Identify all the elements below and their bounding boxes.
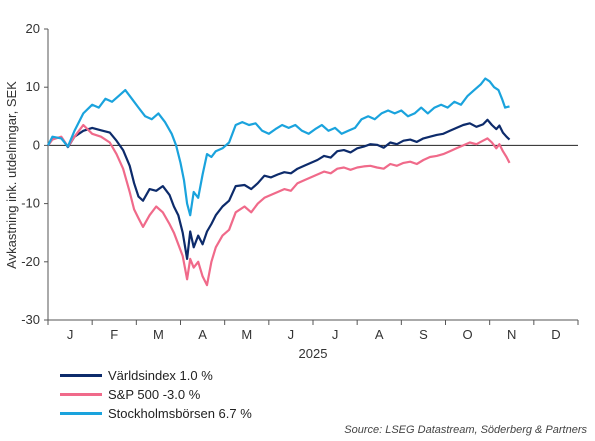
x-tick-label: A — [198, 327, 207, 342]
x-tick-label: A — [375, 327, 384, 342]
x-tick-label: N — [507, 327, 516, 342]
y-axis-label: Avkastning ink. utdelningar, SEK — [4, 81, 19, 269]
y-tick-label: 0 — [33, 137, 40, 152]
x-axis-label: 2025 — [299, 346, 328, 361]
legend-label-sp500: S&P 500 -3.0 % — [108, 387, 201, 402]
y-tick-label: 20 — [26, 21, 40, 36]
legend-swatch-varldsindex — [60, 374, 102, 377]
series-line-1 — [47, 123, 511, 287]
series-line-0 — [47, 118, 511, 260]
x-tick-label: M — [153, 327, 164, 342]
legend-label-stockholmsborsen: Stockholmsbörsen 6.7 % — [108, 406, 252, 421]
x-tick-label: J — [332, 327, 339, 342]
y-tick-label: 10 — [26, 79, 40, 94]
x-tick-label: D — [551, 327, 560, 342]
legend-swatch-stockholmsborsen — [60, 412, 102, 415]
line-chart: Avkastning ink. utdelningar, SEK 2025 20… — [4, 21, 579, 361]
x-tick-label: F — [110, 327, 118, 342]
x-tick-label: O — [463, 327, 473, 342]
source-note: Source: LSEG Datastream, Söderberg & Par… — [344, 424, 587, 436]
x-tick-label: J — [288, 327, 295, 342]
legend-swatch-sp500 — [60, 393, 102, 396]
y-tick-label: -30 — [21, 312, 40, 327]
x-tick-label: M — [241, 327, 252, 342]
legend-label-varldsindex: Världsindex 1.0 % — [108, 368, 213, 383]
legend-item-stockholmsborsen: Stockholmsbörsen 6.7 % — [60, 404, 252, 423]
x-tick-label: S — [419, 327, 428, 342]
y-tick-label: -20 — [21, 254, 40, 269]
y-tick-label: -10 — [21, 196, 40, 211]
x-tick-label: J — [67, 327, 74, 342]
legend-item-varldsindex: Världsindex 1.0 % — [60, 366, 252, 385]
legend-item-sp500: S&P 500 -3.0 % — [60, 385, 252, 404]
legend: Världsindex 1.0 % S&P 500 -3.0 % Stockho… — [60, 366, 252, 423]
series-line-2 — [47, 77, 510, 217]
